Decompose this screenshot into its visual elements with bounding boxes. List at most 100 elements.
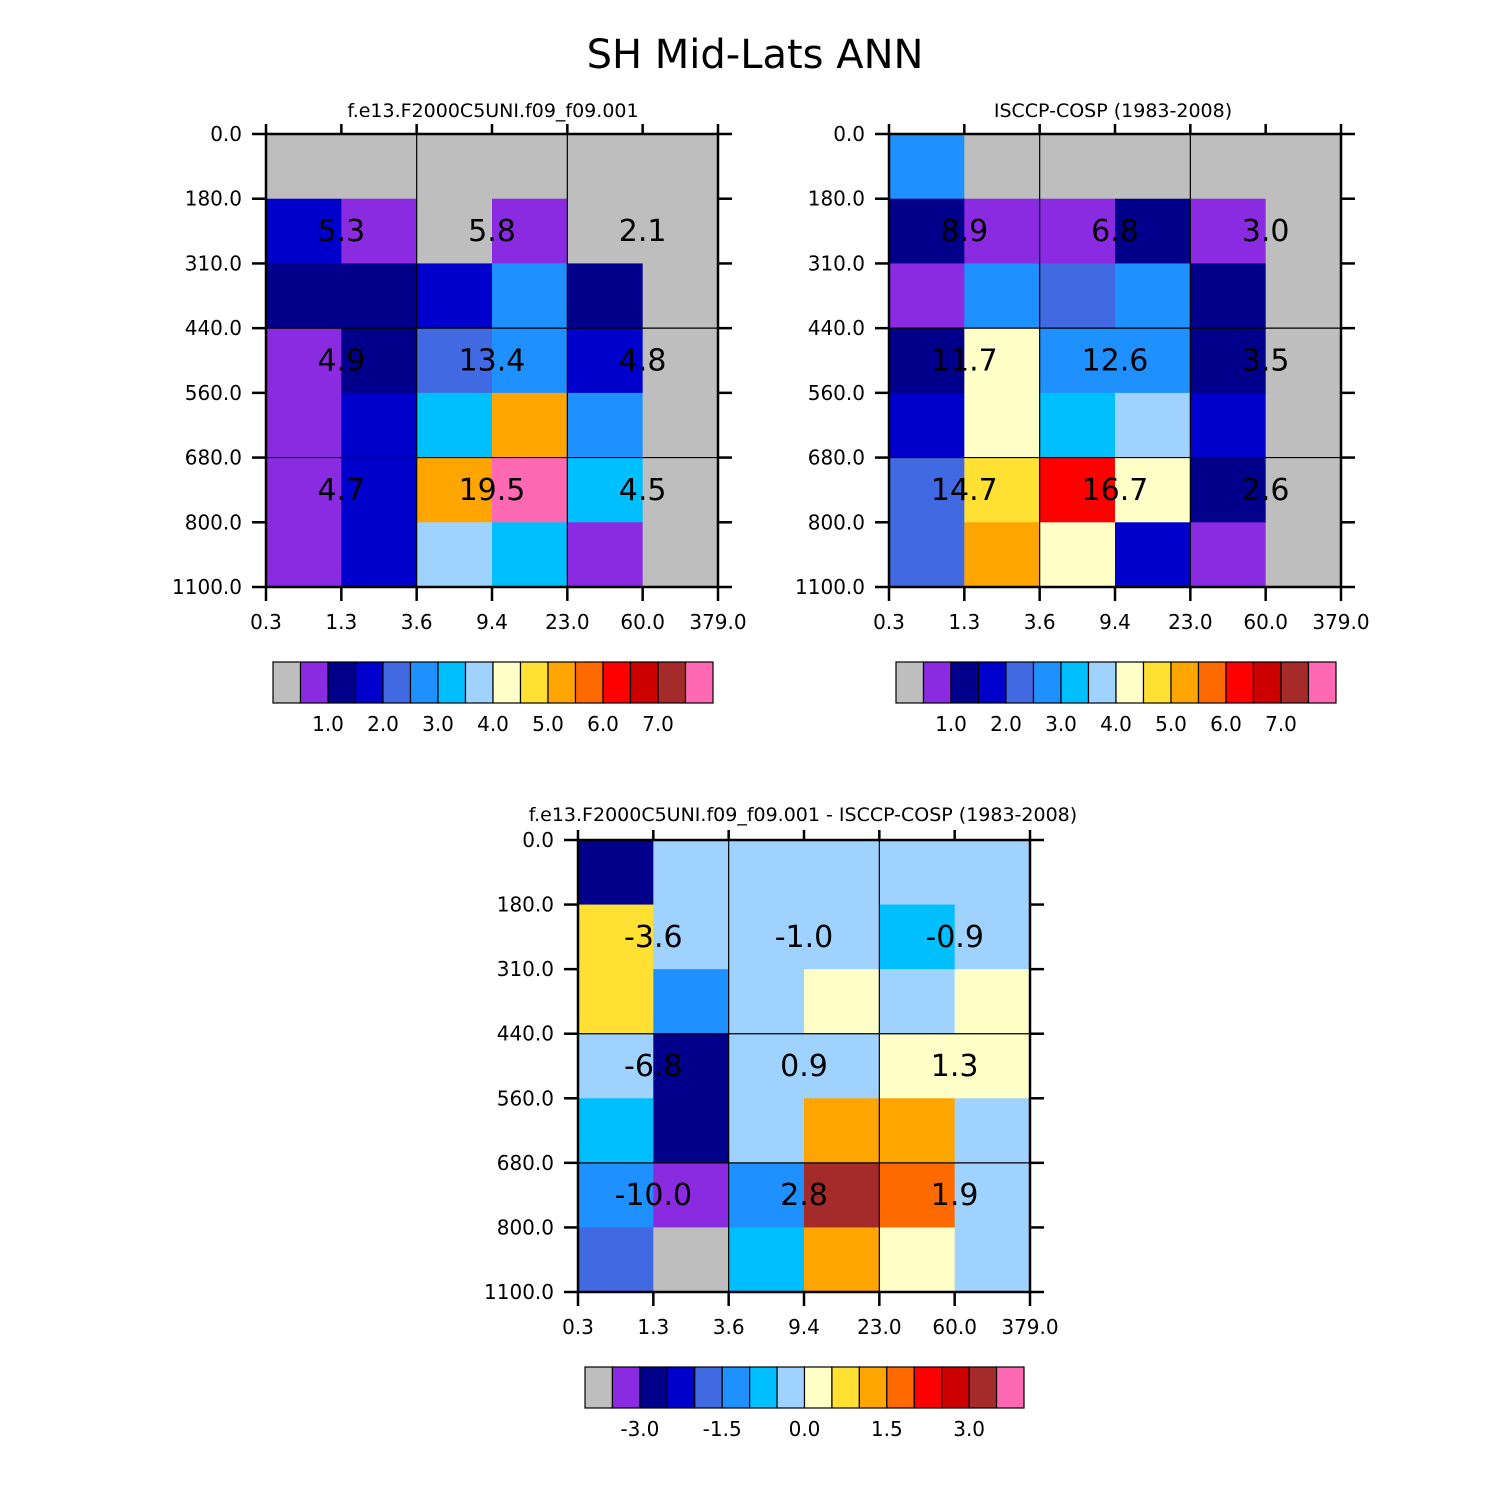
heatmap-cell (653, 1098, 730, 1164)
cell-value-label: -10.0 (615, 1178, 693, 1213)
heatmap-cell (889, 522, 965, 588)
y-tick-label: 1100.0 (484, 1280, 554, 1304)
y-tick-label: 800.0 (185, 510, 242, 534)
colorbar-label: -3.0 (620, 1417, 659, 1441)
x-tick-label: 0.3 (250, 610, 282, 634)
colorbar-box (895, 661, 925, 704)
panel-observation: ISCCP-COSP (1983-2008) 0.3 1.3 3.6 9.4 23.0 6… (795, 100, 1370, 736)
x-tick-label: 60.0 (620, 610, 665, 634)
y-tick-label: 180.0 (185, 187, 242, 211)
cell-value-label: -1.0 (775, 920, 834, 955)
cell-value-label: 3.0 (1242, 214, 1290, 249)
colorbar-box (657, 661, 687, 704)
colorbar-label: 7.0 (642, 712, 674, 736)
colorbar-box (1142, 661, 1172, 704)
colorbar-box (803, 1366, 833, 1409)
y-tick-label: 440.0 (185, 316, 242, 340)
heatmap-cell (1115, 134, 1191, 200)
cell-value-label: 14.7 (931, 473, 998, 508)
heatmap-cell (653, 1033, 730, 1099)
colorbar-box (1032, 661, 1062, 704)
heatmap-cell (266, 392, 342, 459)
heatmap-cell (728, 1098, 805, 1164)
cell-value-label: 4.5 (619, 473, 667, 508)
heatmap-cell (879, 904, 956, 970)
panel-title: ISCCP-COSP (1983-2008) (994, 100, 1232, 122)
cell-value-label: 13.4 (459, 344, 526, 379)
heatmap-cell (642, 328, 719, 394)
colorbar-box (437, 661, 467, 704)
x-tick-label: 23.0 (545, 610, 590, 634)
heatmap-cell (1190, 457, 1267, 523)
heatmap-cell (964, 522, 1041, 588)
cell-value-label: -6.8 (624, 1049, 683, 1084)
colorbar-label: -1.5 (703, 1417, 742, 1441)
heatmap-cell (416, 134, 493, 200)
heatmap-cell (1115, 392, 1191, 459)
heatmap-cell (341, 328, 418, 394)
heatmap-cell (1115, 198, 1191, 265)
cell-value-label: 8.9 (940, 214, 988, 249)
heatmap-cell (642, 134, 719, 200)
heatmap-cell (1039, 392, 1116, 459)
heatmap-cell (1265, 392, 1342, 459)
y-tick-label: 180.0 (808, 187, 865, 211)
colorbar-box (684, 661, 714, 704)
colorbar-box (519, 661, 549, 704)
heatmap-cell (653, 904, 730, 970)
cell-value-label: 4.7 (317, 473, 365, 508)
colorbar-box (547, 661, 577, 704)
colorbar-box (299, 661, 329, 704)
heatmap-cell (964, 328, 1041, 394)
colorbar-box (950, 661, 980, 704)
colorbar-label: 6.0 (1210, 712, 1242, 736)
heatmap-cell (1265, 522, 1342, 588)
heatmap-cell (879, 840, 956, 906)
heatmap-cell (889, 134, 965, 200)
heatmap-cell (1039, 134, 1116, 200)
colorbar-box (749, 1366, 778, 1409)
cell-value-label: -0.9 (925, 920, 984, 955)
heatmap-cell (964, 198, 1041, 265)
colorbar-box (1225, 661, 1255, 704)
colorbar-box (409, 661, 439, 704)
y-tick-label: 680.0 (497, 1151, 554, 1175)
heatmap-cell (1190, 198, 1267, 265)
cell-value-label: 16.7 (1082, 473, 1149, 508)
cell-value-label: 11.7 (931, 344, 998, 379)
x-tick-label: 9.4 (1099, 610, 1131, 634)
cell-value-label: 4.8 (619, 344, 667, 379)
heatmap-cell (578, 1162, 654, 1229)
heatmap-cell (578, 1033, 654, 1099)
colorbar-label: 7.0 (1265, 712, 1297, 736)
heatmap-cell (954, 1033, 1031, 1099)
colorbar-label: 1.5 (871, 1417, 903, 1441)
colorbar-box (574, 661, 604, 704)
heatmap-cell (804, 904, 880, 970)
colorbar-box (1252, 661, 1282, 704)
heatmap-cell (804, 1098, 880, 1164)
heatmap-cell (889, 457, 965, 523)
heatmap-cell (567, 134, 644, 200)
colorbar-box (1280, 661, 1310, 704)
heatmap-cell (804, 1033, 880, 1099)
colorbar-box (831, 1366, 860, 1409)
y-tick-label: 0.0 (522, 828, 554, 852)
cell-value-label: 12.6 (1082, 344, 1149, 379)
heatmap-cell (879, 1098, 956, 1164)
colorbar-label: 4.0 (477, 712, 509, 736)
y-tick-label: 310.0 (497, 957, 554, 981)
y-tick-label: 680.0 (808, 446, 865, 470)
x-tick-label: 1.3 (325, 610, 357, 634)
colorbar-label: 2.0 (990, 712, 1022, 736)
heatmap-cell (653, 840, 730, 906)
heatmap-cell (954, 904, 1031, 970)
heatmap-cell (416, 263, 493, 329)
colorbar-box (776, 1366, 806, 1409)
y-tick-label: 1100.0 (172, 575, 242, 599)
heatmap-cell (964, 457, 1041, 523)
heatmap-cell (728, 904, 805, 970)
y-tick-label: 560.0 (497, 1086, 554, 1110)
figure-title: SH Mid-Lats ANN (587, 32, 924, 78)
